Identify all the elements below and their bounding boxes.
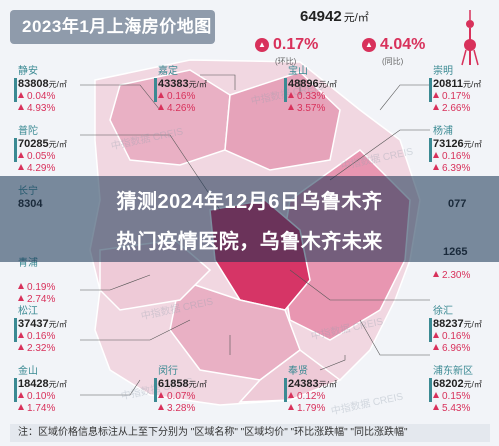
district-label: 2.30% [433,270,499,282]
headline-banner [0,176,499,262]
district-mom: 0.12% [288,391,354,403]
district-label: 松江 37437元/㎡ 0.16% 2.32% [14,306,84,355]
district-yoy: 3.57% [288,103,354,115]
district-mom: 0.19% [18,282,84,294]
district-yoy: 2.66% [433,103,499,115]
district-label: 浦东新区 68202元/㎡ 0.15% 5.43% [429,366,499,415]
footer-note: 注：区域价格信息标注从上至下分别为 "区域名称" "区域均价" "环比涨跌幅" … [10,424,490,442]
oriental-pearl-tower-icon [461,10,479,66]
district-label: 普陀 70285元/㎡ 0.05% 4.29% [14,126,84,175]
leader-lines [80,74,430,396]
district-yoy: 6.39% [433,163,499,175]
yoy-change-value: 4.04% [380,36,426,53]
district-mom: 0.05% [18,151,84,163]
district-mom: 0.07% [158,391,224,403]
district-label: 崇明 20811元/㎡ 0.17% 2.66% [429,66,499,115]
average-price-value: 64942 [300,8,342,25]
average-price-unit: 元/㎡ [343,12,369,24]
district-label: 宝山 48896元/㎡ 0.33% 3.57% [284,66,354,115]
district-price: 68202元/㎡ [433,378,482,390]
district-price: 70285元/㎡ [18,138,67,150]
district-yoy: 2.32% [18,343,84,355]
district-label: 金山 18428元/㎡ 0.10% 1.74% [14,366,84,415]
district-yoy: 6.96% [433,343,499,355]
district-price: 88237元/㎡ [433,318,482,330]
up-arrow-icon: ▲ [362,38,376,52]
district-yoy: 3.28% [158,403,224,415]
headline-line-1: 猜测2024年12月6日乌鲁木齐 [116,191,383,213]
district-yoy: 4.93% [18,103,84,115]
map-region-jiading [109,69,231,166]
district-label: 闵行 61858元/㎡ 0.07% 3.28% [154,366,224,415]
yoy-label: (同比) [382,57,404,66]
district-name: 宝山 [288,66,308,77]
district-label: 青浦 0.19% 2.74% [18,258,84,306]
district-name: 普陀 [18,126,38,137]
district-name: 崇明 [433,66,453,77]
map-region-fengxian [238,349,342,403]
district-name: 奉贤 [288,366,308,377]
district-mom: 0.16% [433,151,499,163]
district-yoy: 4.26% [158,103,224,115]
district-price: 43383元/㎡ [158,78,207,90]
district-price: 18428元/㎡ [18,378,67,390]
map-region-baoshan [224,71,341,171]
district-name: 徐汇 [433,306,453,317]
district-price: 73126元/㎡ [433,138,482,150]
average-price: 64942 元/㎡ [300,8,369,25]
district-mom: 0.16% [433,331,499,343]
district-label: 徐汇 88237元/㎡ 0.16% 6.96% [429,306,499,355]
district-mom: 0.17% [433,91,499,103]
up-arrow-icon: ▲ [255,38,269,52]
headline-line-2: 热门疫情医院，乌鲁木齐未来 [116,231,383,253]
mom-change-value: 0.17% [273,36,319,53]
district-mom: 0.15% [433,391,499,403]
mom-change: ▲ 0.17% [255,36,318,54]
district-price: 83808元/㎡ [18,78,67,90]
district-yoy: 1.74% [18,403,84,415]
district-label: 静安 83808元/㎡ 0.04% 4.93% [14,66,84,115]
district-mom: 0.33% [288,91,354,103]
district-yoy: 2.74% [18,294,84,306]
district-name: 静安 [18,66,38,77]
district-name: 嘉定 [158,66,178,77]
district-mom: 0.04% [18,91,84,103]
district-mom: 0.16% [158,91,224,103]
yoy-change: ▲ 4.04% [362,36,425,54]
district-name: 浦东新区 [433,366,473,377]
district-label: 奉贤 24383元/㎡ 0.12% 1.79% [284,366,354,415]
page-title: 2023年1月上海房价地图 [10,10,215,44]
district-name: 金山 [18,366,38,377]
district-price: 61858元/㎡ [158,378,207,390]
district-name: 青浦 [18,258,38,269]
district-yoy: 4.29% [18,163,84,175]
district-label: 嘉定 43383元/㎡ 0.16% 4.26% [154,66,224,115]
district-name: 杨浦 [433,126,453,137]
district-mom: 0.10% [18,391,84,403]
district-name: 松江 [18,306,38,317]
district-yoy: 2.30% [433,270,499,282]
district-price: 48896元/㎡ [288,78,337,90]
district-yoy: 5.43% [433,403,499,415]
district-label: 杨浦 73126元/㎡ 0.16% 6.39% [429,126,499,175]
district-name: 闵行 [158,366,178,377]
district-price: 24383元/㎡ [288,378,337,390]
district-price: 37437元/㎡ [18,318,67,330]
mom-label: (环比) [275,57,297,66]
district-yoy: 1.79% [288,403,354,415]
district-price: 20811元/㎡ [433,78,482,90]
district-mom: 0.16% [18,331,84,343]
